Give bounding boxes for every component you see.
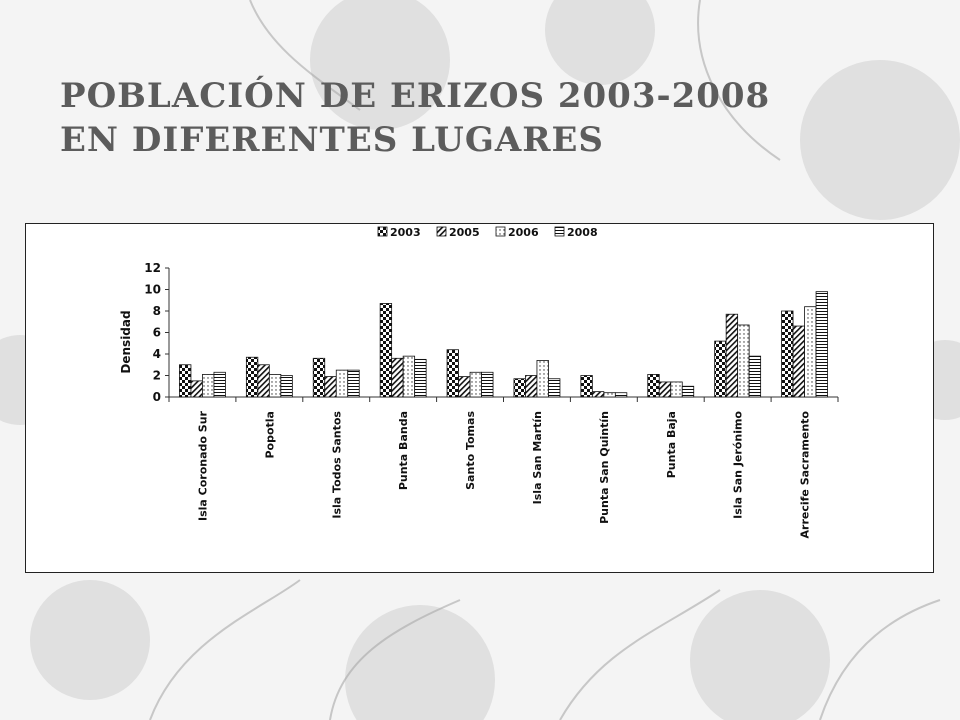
bar [257,364,270,398]
bar [548,378,561,398]
category-label: Isla Coronado Sur [196,410,209,521]
category-label: Punta Baja [665,411,678,478]
y-tick-label: 4 [153,347,161,361]
y-tick-label: 6 [153,326,161,340]
bar [525,375,538,398]
category-label: Isla Todos Santos [330,411,343,519]
legend-swatch [436,226,447,237]
y-tick-label: 10 [144,283,161,297]
legend-swatch [495,226,506,237]
bar-chart: 2003 2005 2006 2008 Densidad 0 2 4 6 8 10 12 Isla… [119,226,839,539]
legend-label: 2003 [390,226,421,239]
legend-label: 2005 [449,226,480,239]
bar [536,360,549,398]
category-label: Punta Banda [397,411,410,490]
bar-series-2003 [179,303,794,398]
chart-legend: 2003 2005 2006 2008 [377,226,598,239]
bar [202,374,215,398]
bar [614,392,628,398]
bar [213,371,226,398]
bar [481,371,494,398]
legend-swatch [554,226,565,237]
bar [714,340,727,398]
bar [658,381,672,398]
legend-label: 2008 [567,226,598,239]
category-label: Arrecife Sacramento [799,411,812,539]
y-tick-label: 2 [153,369,161,383]
bar [725,313,739,398]
slide-title-line-2: EN DIFERENTES LUGARES [60,120,604,160]
bar [402,355,416,398]
legend-label: 2006 [508,226,539,239]
bar [312,357,326,398]
category-label: Popotla [263,411,276,459]
y-tick-label: 0 [153,390,161,404]
category-label: Isla San Martín [531,411,544,504]
bar [815,291,828,398]
bar [324,376,337,398]
slide-title-line-1: POBLACIÓN DE ERIZOS 2003-2008 [60,76,771,116]
bar [179,364,192,398]
bar [280,375,293,398]
bar [580,375,593,398]
bar [469,371,482,398]
bar [379,303,393,398]
bar [458,376,471,398]
bar [591,391,605,398]
bar [737,324,750,398]
slide-title: POBLACIÓN DE ERIZOS 2003-2008 EN DIFEREN… [60,74,770,162]
bar [335,369,349,398]
category-label: Isla San Jerónimo [732,411,745,519]
bar [781,310,794,398]
bar [446,349,459,398]
legend-swatch [377,226,388,237]
bar [792,325,805,398]
bar [245,356,259,398]
category-label: Santo Tomas [464,411,477,490]
bar-series-2008 [213,291,828,398]
bar [670,381,683,398]
y-tick-label: 8 [153,304,161,318]
bar [414,358,427,398]
bar-series-group [179,291,828,398]
y-axis-title: Densidad [119,310,133,373]
bar [190,380,203,398]
bar [268,374,282,398]
bar [603,392,616,398]
bar [804,306,817,398]
bar [647,374,660,398]
bar [513,378,526,398]
bar [347,369,360,398]
bar [391,357,404,398]
x-axis: Isla Coronado Sur Popotla Isla Todos Santo… [168,396,839,539]
chart-panel: 2003 2005 2006 2008 Densidad 0 2 4 6 8 10 12 Isla… [25,223,934,573]
category-label: Punta San Quintín [598,411,611,524]
y-axis: 0 2 4 6 8 10 12 [144,261,170,404]
bar [681,385,695,398]
y-tick-label: 12 [144,261,161,275]
bar [748,355,762,398]
